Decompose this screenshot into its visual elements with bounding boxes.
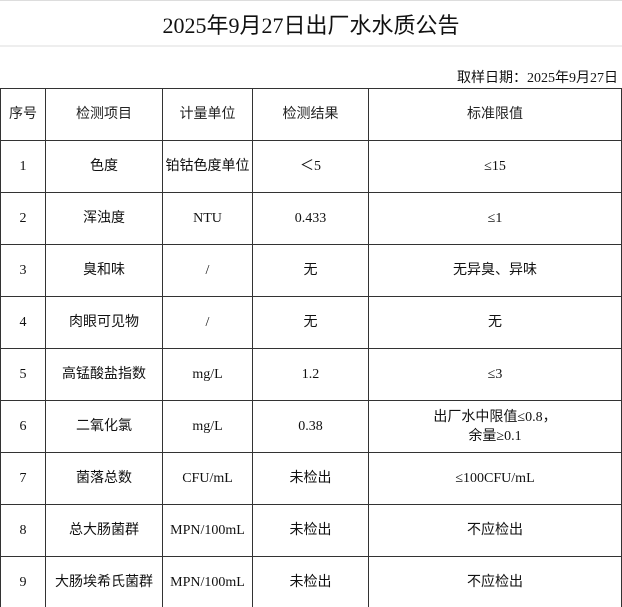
cell-index: 9 [0, 556, 46, 607]
cell-unit: NTU [162, 192, 253, 245]
cell-result: 0.38 [252, 400, 369, 453]
sampling-date: 取样日期：2025年9月27日 [457, 71, 618, 86]
cell-result: ＜5 [252, 140, 369, 193]
cell-index: 2 [0, 192, 46, 245]
cell-item: 臭和味 [45, 244, 163, 297]
table-row: 5 高锰酸盐指数 mg/L 1.2 ≤3 [0, 348, 622, 401]
cell-index: 3 [0, 244, 46, 297]
cell-item: 色度 [45, 140, 163, 193]
cell-index: 1 [0, 140, 46, 193]
cell-limit: 不应检出 [368, 504, 622, 557]
cell-limit: ≤3 [368, 348, 622, 401]
table-row: 9 大肠埃希氏菌群 MPN/100mL 未检出 不应检出 [0, 556, 622, 607]
cell-limit: ≤15 [368, 140, 622, 193]
cell-unit: MPN/100mL [162, 556, 253, 607]
cell-result: 未检出 [252, 452, 369, 505]
cell-item: 菌落总数 [45, 452, 163, 505]
cell-index: 6 [0, 400, 46, 453]
cell-item: 总大肠菌群 [45, 504, 163, 557]
cell-index: 4 [0, 296, 46, 349]
cell-item: 二氧化氯 [45, 400, 163, 453]
water-quality-table: 序号 检测项目 计量单位 检测结果 标准限值 1 色度 铂钴色度单位 ＜5 ≤15 2 浑浊度 NTU 0… [0, 88, 622, 607]
table-row: 7 菌落总数 CFU/mL 未检出 ≤100CFU/mL [0, 452, 622, 505]
table-row: 6 二氧化氯 mg/L 0.38 出厂水中限值≤0.8， 余量≥0.1 [0, 400, 622, 453]
cell-limit: ≤1 [368, 192, 622, 245]
header-result: 检测结果 [252, 88, 369, 141]
cell-result: 未检出 [252, 556, 369, 607]
cell-unit: 铂钴色度单位 [162, 140, 253, 193]
header-index: 序号 [0, 88, 46, 141]
cell-unit: mg/L [162, 348, 253, 401]
cell-index: 5 [0, 348, 46, 401]
page-title: 2025年9月27日出厂水水质公告 [0, 1, 622, 47]
cell-item: 浑浊度 [45, 192, 163, 245]
cell-unit: MPN/100mL [162, 504, 253, 557]
table-row: 8 总大肠菌群 MPN/100mL 未检出 不应检出 [0, 504, 622, 557]
cell-index: 7 [0, 452, 46, 505]
cell-result: 无 [252, 296, 369, 349]
table-row: 4 肉眼可见物 / 无无 [0, 296, 622, 349]
table-row: 1 色度 铂钴色度单位 ＜5 ≤15 [0, 140, 622, 193]
header-item: 检测项目 [45, 88, 163, 141]
cell-limit: 无异臭、异味 [368, 244, 622, 297]
header-unit: 计量单位 [162, 88, 253, 141]
cell-result: 1.2 [252, 348, 369, 401]
cell-result: 0.433 [252, 192, 369, 245]
cell-limit: ≤100CFU/mL [368, 452, 622, 505]
cell-item: 高锰酸盐指数 [45, 348, 163, 401]
cell-limit: 无 [368, 296, 622, 349]
table-row: 2 浑浊度 NTU 0.433 ≤1 [0, 192, 622, 245]
cell-limit: 不应检出 [368, 556, 622, 607]
cell-unit: CFU/mL [162, 452, 253, 505]
table-header: 序号 检测项目 计量单位 检测结果 标准限值 [0, 88, 622, 141]
cell-limit: 出厂水中限值≤0.8， 余量≥0.1 [368, 400, 622, 453]
cell-unit: / [162, 296, 253, 349]
header-limit: 标准限值 [368, 88, 622, 141]
cell-result: 未检出 [252, 504, 369, 557]
cell-item: 大肠埃希氏菌群 [45, 556, 163, 607]
cell-unit: mg/L [162, 400, 253, 453]
cell-item: 肉眼可见物 [45, 296, 163, 349]
cell-index: 8 [0, 504, 46, 557]
cell-unit: / [162, 244, 253, 297]
table-row: 3 臭和味 / 无无异臭、异味 [0, 244, 622, 297]
cell-result: 无 [252, 244, 369, 297]
